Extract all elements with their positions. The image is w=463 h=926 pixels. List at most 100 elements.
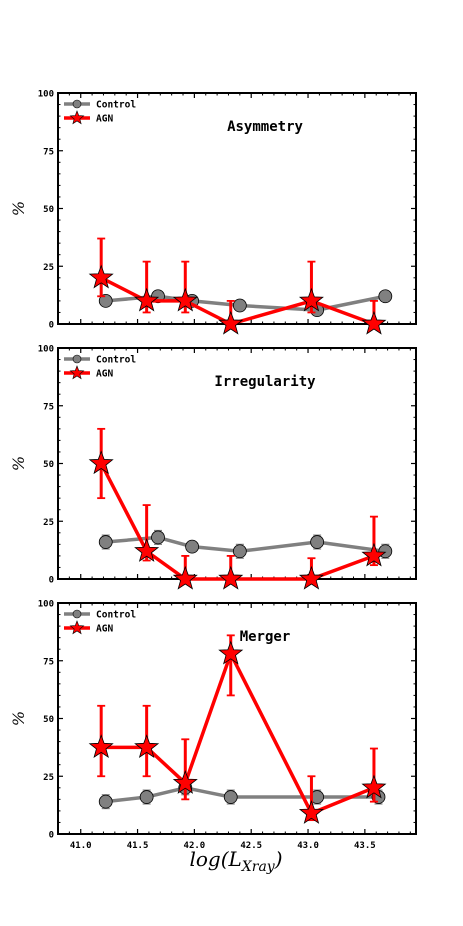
y-tick-label: 50 bbox=[43, 460, 54, 470]
y-axis-label: % bbox=[9, 201, 28, 216]
y-axis-label: % bbox=[9, 456, 28, 471]
legend-circle-marker bbox=[72, 99, 82, 109]
data-point-circle bbox=[223, 790, 238, 804]
legend-star-marker bbox=[69, 365, 85, 380]
panel-title: Irregularity bbox=[214, 374, 316, 390]
data-point-star bbox=[134, 287, 160, 312]
data-point-circle bbox=[232, 544, 247, 559]
legend-label: Control bbox=[96, 355, 136, 366]
y-axis-label: % bbox=[9, 711, 28, 726]
legend-circle-marker bbox=[72, 354, 82, 364]
data-point-circle bbox=[232, 298, 247, 313]
x-axis-label-sub: Xray bbox=[241, 859, 276, 875]
data-point-star bbox=[218, 565, 244, 590]
plot-area bbox=[88, 634, 387, 824]
y-tick-label: 25 bbox=[43, 518, 54, 528]
x-tick-label: 42.5 bbox=[240, 841, 262, 851]
y-tick-label: 25 bbox=[43, 773, 54, 783]
panel-irregularity: 0 25 50 75 100 Irregularity % Control AGN bbox=[9, 345, 417, 590]
data-point-star bbox=[298, 287, 324, 312]
x-tick-label: 43.5 bbox=[354, 841, 376, 851]
data-point-circle bbox=[151, 530, 165, 545]
series-line bbox=[101, 652, 375, 815]
axis-ticks: 0 25 50 75 100 41.0 41.5 42.0 42.5 43.0 43.5 bbox=[38, 600, 416, 851]
series-agn bbox=[88, 427, 387, 590]
y-tick-label: 50 bbox=[43, 715, 54, 725]
legend-label: Control bbox=[96, 100, 136, 111]
series-agn bbox=[88, 237, 387, 335]
data-point-circle bbox=[185, 539, 200, 554]
legend-item-agn: AGN bbox=[64, 620, 113, 635]
y-tick-label: 25 bbox=[43, 263, 54, 273]
data-point-star bbox=[361, 774, 387, 799]
plot-marks bbox=[88, 634, 387, 824]
plot-marks bbox=[88, 427, 393, 590]
data-point-circle bbox=[378, 289, 393, 304]
plot-area bbox=[88, 237, 393, 335]
legend-label: AGN bbox=[96, 369, 113, 380]
series-agn bbox=[88, 634, 387, 824]
data-point-star bbox=[172, 565, 198, 590]
data-point-star bbox=[298, 565, 324, 590]
legend: Control AGN bbox=[64, 100, 136, 125]
y-tick-label: 75 bbox=[43, 147, 54, 157]
data-point-star bbox=[361, 310, 387, 335]
y-tick-label: 75 bbox=[43, 402, 54, 412]
axis-ticks: 0 25 50 75 100 bbox=[38, 90, 416, 331]
y-tick-label: 75 bbox=[43, 657, 54, 667]
data-point-star bbox=[218, 640, 244, 665]
data-point-star bbox=[88, 734, 114, 759]
data-point-star bbox=[88, 264, 114, 289]
legend: Control AGN bbox=[64, 355, 136, 380]
legend-circle-marker bbox=[72, 609, 82, 619]
y-tick-label: 100 bbox=[38, 600, 54, 610]
series-control bbox=[98, 529, 393, 559]
x-tick-label: 41.0 bbox=[70, 841, 92, 851]
series-line bbox=[105, 535, 386, 554]
y-tick-label: 0 bbox=[49, 321, 54, 331]
data-point-star bbox=[218, 310, 244, 335]
x-axis-label-close: ) bbox=[274, 847, 283, 871]
data-point-star bbox=[298, 800, 324, 824]
legend-item-control: Control bbox=[64, 100, 136, 111]
legend: Control AGN bbox=[64, 610, 136, 635]
panel-asymmetry: 0 25 50 75 100 Asymmetry % Control AGN bbox=[9, 90, 417, 335]
y-tick-label: 0 bbox=[49, 576, 54, 586]
panel-merger: 0 25 50 75 100 41.0 41.5 42.0 42.5 43.0 43.5 Merge… bbox=[9, 600, 417, 851]
legend-label: Control bbox=[96, 610, 136, 621]
plot-marks bbox=[88, 237, 393, 335]
x-axis-label: log(LXray) bbox=[189, 847, 282, 875]
legend-item-agn: AGN bbox=[64, 110, 113, 125]
data-point-circle bbox=[98, 794, 113, 809]
legend-item-agn: AGN bbox=[64, 365, 113, 380]
x-axis-label-main: log(L bbox=[189, 847, 241, 871]
data-point-star bbox=[172, 287, 198, 312]
series-control bbox=[98, 780, 386, 810]
data-point-circle bbox=[139, 790, 154, 804]
y-tick-label: 100 bbox=[38, 345, 54, 355]
panel-title: Merger bbox=[240, 629, 291, 645]
panel-title: Asymmetry bbox=[227, 119, 303, 135]
plot-area bbox=[88, 427, 393, 590]
legend-item-control: Control bbox=[64, 610, 136, 621]
data-point-circle bbox=[98, 535, 113, 549]
data-point-circle bbox=[310, 535, 325, 549]
x-tick-label: 43.0 bbox=[297, 841, 319, 851]
legend-label: AGN bbox=[96, 114, 113, 125]
y-tick-label: 100 bbox=[38, 90, 54, 100]
data-point-circle bbox=[98, 293, 113, 308]
data-point-star bbox=[361, 542, 387, 567]
legend-item-control: Control bbox=[64, 355, 136, 366]
data-point-star bbox=[134, 734, 160, 759]
y-tick-label: 0 bbox=[49, 831, 54, 841]
data-point-star bbox=[88, 450, 114, 475]
series-line bbox=[99, 462, 375, 581]
legend-label: AGN bbox=[96, 624, 113, 635]
legend-star-marker bbox=[69, 110, 85, 125]
legend-star-marker bbox=[69, 620, 85, 635]
data-point-star bbox=[172, 770, 198, 794]
x-tick-label: 42.0 bbox=[184, 841, 206, 851]
y-tick-label: 50 bbox=[43, 205, 54, 215]
data-point-star bbox=[134, 538, 160, 562]
